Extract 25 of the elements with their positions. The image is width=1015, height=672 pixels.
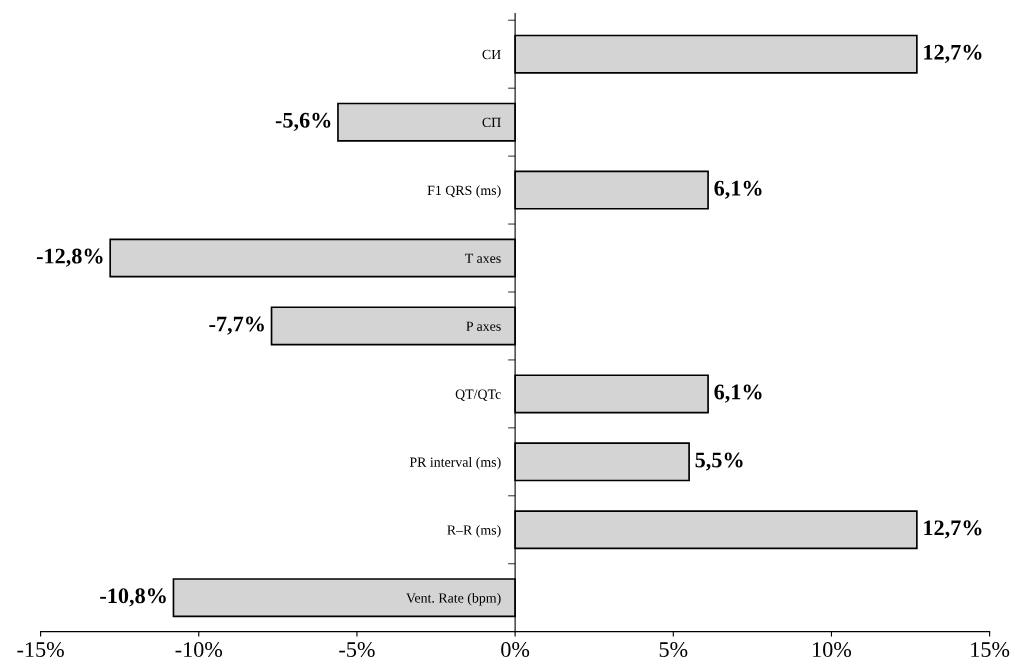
data-label: 5,5% [695, 452, 743, 471]
data-label: 12,7% [924, 520, 982, 539]
y-tick-label: QT/QTc [455, 389, 501, 401]
data-label: 6,1% [714, 384, 762, 403]
y-tick-label: PR interval (ms) [409, 457, 501, 470]
data-label: 12,7% [924, 44, 982, 63]
x-tick-label: 10% [813, 642, 852, 658]
data-label: -10,8% [100, 588, 166, 607]
data-label: -5,6% [275, 112, 331, 131]
y-tick-label: Vent. Rate (bpm) [406, 592, 501, 606]
y-tick-label: R–R (ms) [447, 524, 501, 538]
x-tick-label: 5% [659, 642, 688, 658]
data-label: -7,7% [209, 316, 264, 335]
y-tick-label: F1 QRS (ms) [427, 185, 501, 198]
x-tick-label: -15% [17, 642, 64, 658]
x-tick-label: -10% [175, 642, 223, 658]
data-label: 6,1% [714, 180, 762, 199]
data-label: -12,8% [36, 248, 103, 267]
x-tick-label: 15% [971, 642, 1010, 658]
y-tick-label: СИ [482, 49, 501, 60]
x-tick-label: 0% [501, 642, 530, 658]
x-tick-label: -5% [339, 642, 375, 658]
y-tick-label: T axes [465, 253, 501, 263]
y-tick-label: СП [482, 117, 501, 128]
y-tick-label: P axes [466, 321, 501, 331]
